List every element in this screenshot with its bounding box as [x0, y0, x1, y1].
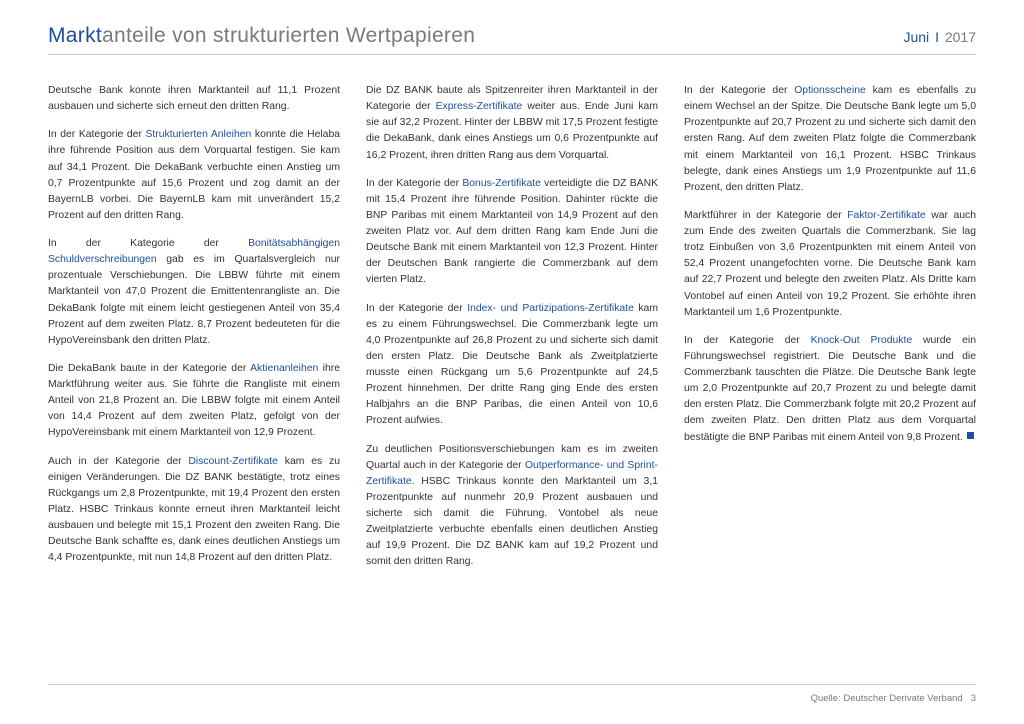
- category-keyword: Index- und Partizipations-Zertifikate: [467, 303, 634, 314]
- paragraph-text-post: kam es ebenfalls zu einem Wechsel an der…: [684, 85, 976, 193]
- body-paragraph: Die DekaBank baute in der Kategorie der …: [48, 361, 340, 442]
- footer-page-number: 3: [971, 693, 976, 704]
- footer-source: Quelle: Deutscher Derivate Verband: [811, 693, 963, 704]
- category-keyword: Strukturierten Anleihen: [145, 129, 251, 140]
- paragraph-text-pre: In der Kategorie der: [684, 85, 794, 96]
- paragraph-text-post: ihre Marktführung weiter aus. Sie führte…: [48, 363, 340, 439]
- paragraph-text-pre: In der Kategorie der: [48, 129, 145, 140]
- body-paragraph: In der Kategorie der Strukturierten Anle…: [48, 127, 340, 224]
- paragraph-text-post: war auch zum Ende des zweiten Quartals d…: [684, 210, 976, 318]
- body-paragraph: In der Kategorie der Index- und Partizip…: [366, 301, 658, 430]
- paragraph-text-pre: Auch in der Kategorie der: [48, 456, 188, 467]
- paragraph-text-post: kam es zu einem Führungswechsel. Die Com…: [366, 303, 658, 427]
- body-columns: Deutsche Bank konnte ihren Marktanteil a…: [48, 83, 976, 664]
- end-mark-icon: [967, 432, 974, 439]
- body-paragraph: In der Kategorie der Optionsscheine kam …: [684, 83, 976, 196]
- category-keyword: Aktienanleihen: [250, 363, 318, 374]
- paragraph-text-pre: Die DekaBank baute in der Kategorie der: [48, 363, 250, 374]
- category-keyword: Express-Zertifikate: [436, 101, 523, 112]
- page-title: Marktanteile von strukturierten Wertpapi…: [48, 24, 475, 48]
- body-paragraph: Zu deutlichen Positionsverschiebungen ka…: [366, 442, 658, 571]
- paragraph-text-post: kam es zu einigen Veränderungen. Die DZ …: [48, 456, 340, 564]
- date-month: Juni: [903, 29, 929, 45]
- body-paragraph: In der Kategorie der Bonus-Zertifikate v…: [366, 176, 658, 289]
- body-paragraph: Deutsche Bank konnte ihren Marktanteil a…: [48, 83, 340, 115]
- title-rest: anteile von strukturierten Wertpapieren: [102, 24, 475, 47]
- body-paragraph: Marktführer in der Kategorie der Faktor-…: [684, 208, 976, 321]
- body-paragraph: In der Kategorie der Knock-Out Produkte …: [684, 333, 976, 446]
- category-keyword: Bonus-Zertifikate: [462, 178, 541, 189]
- paragraph-text-pre: In der Kategorie der: [48, 238, 248, 249]
- category-keyword: Knock-Out Produkte: [811, 335, 913, 346]
- category-keyword: Optionsscheine: [794, 85, 866, 96]
- page-footer: Quelle: Deutscher Derivate Verband 3: [48, 684, 976, 704]
- paragraph-text-post: verteidigte die DZ BANK mit 15,4 Prozent…: [366, 178, 658, 286]
- category-keyword: Faktor-Zertifikate: [847, 210, 926, 221]
- paragraph-text-post: . HSBC Trinkaus konnte den Marktanteil u…: [366, 476, 658, 568]
- paragraph-text-pre: Marktführer in der Kategorie der: [684, 210, 847, 221]
- paragraph-text-post: wurde ein Führungswechsel registriert. D…: [684, 335, 976, 443]
- paragraph-text-post: konnte die Helaba ihre führende Position…: [48, 129, 340, 221]
- body-paragraph: Die DZ BANK baute als Spitzenreiter ihre…: [366, 83, 658, 164]
- page-header: Marktanteile von strukturierten Wertpapi…: [48, 24, 976, 55]
- paragraph-text-pre: In der Kategorie der: [366, 178, 462, 189]
- category-keyword: Discount-Zertifikate: [188, 456, 278, 467]
- paragraph-text-post: gab es im Quartalsvergleich nur prozentu…: [48, 254, 340, 346]
- body-paragraph: In der Kategorie der Bonitätsabhängigen …: [48, 236, 340, 349]
- date-year: 2017: [945, 29, 976, 45]
- date-separator: I: [933, 29, 941, 45]
- paragraph-text-pre: In der Kategorie der: [366, 303, 467, 314]
- title-lead: Markt: [48, 24, 102, 47]
- issue-date: Juni I 2017: [903, 29, 976, 45]
- body-paragraph: Auch in der Kategorie der Discount-Zerti…: [48, 454, 340, 567]
- paragraph-text-pre: Deutsche Bank konnte ihren Marktanteil a…: [48, 85, 340, 112]
- paragraph-text-pre: In der Kategorie der: [684, 335, 811, 346]
